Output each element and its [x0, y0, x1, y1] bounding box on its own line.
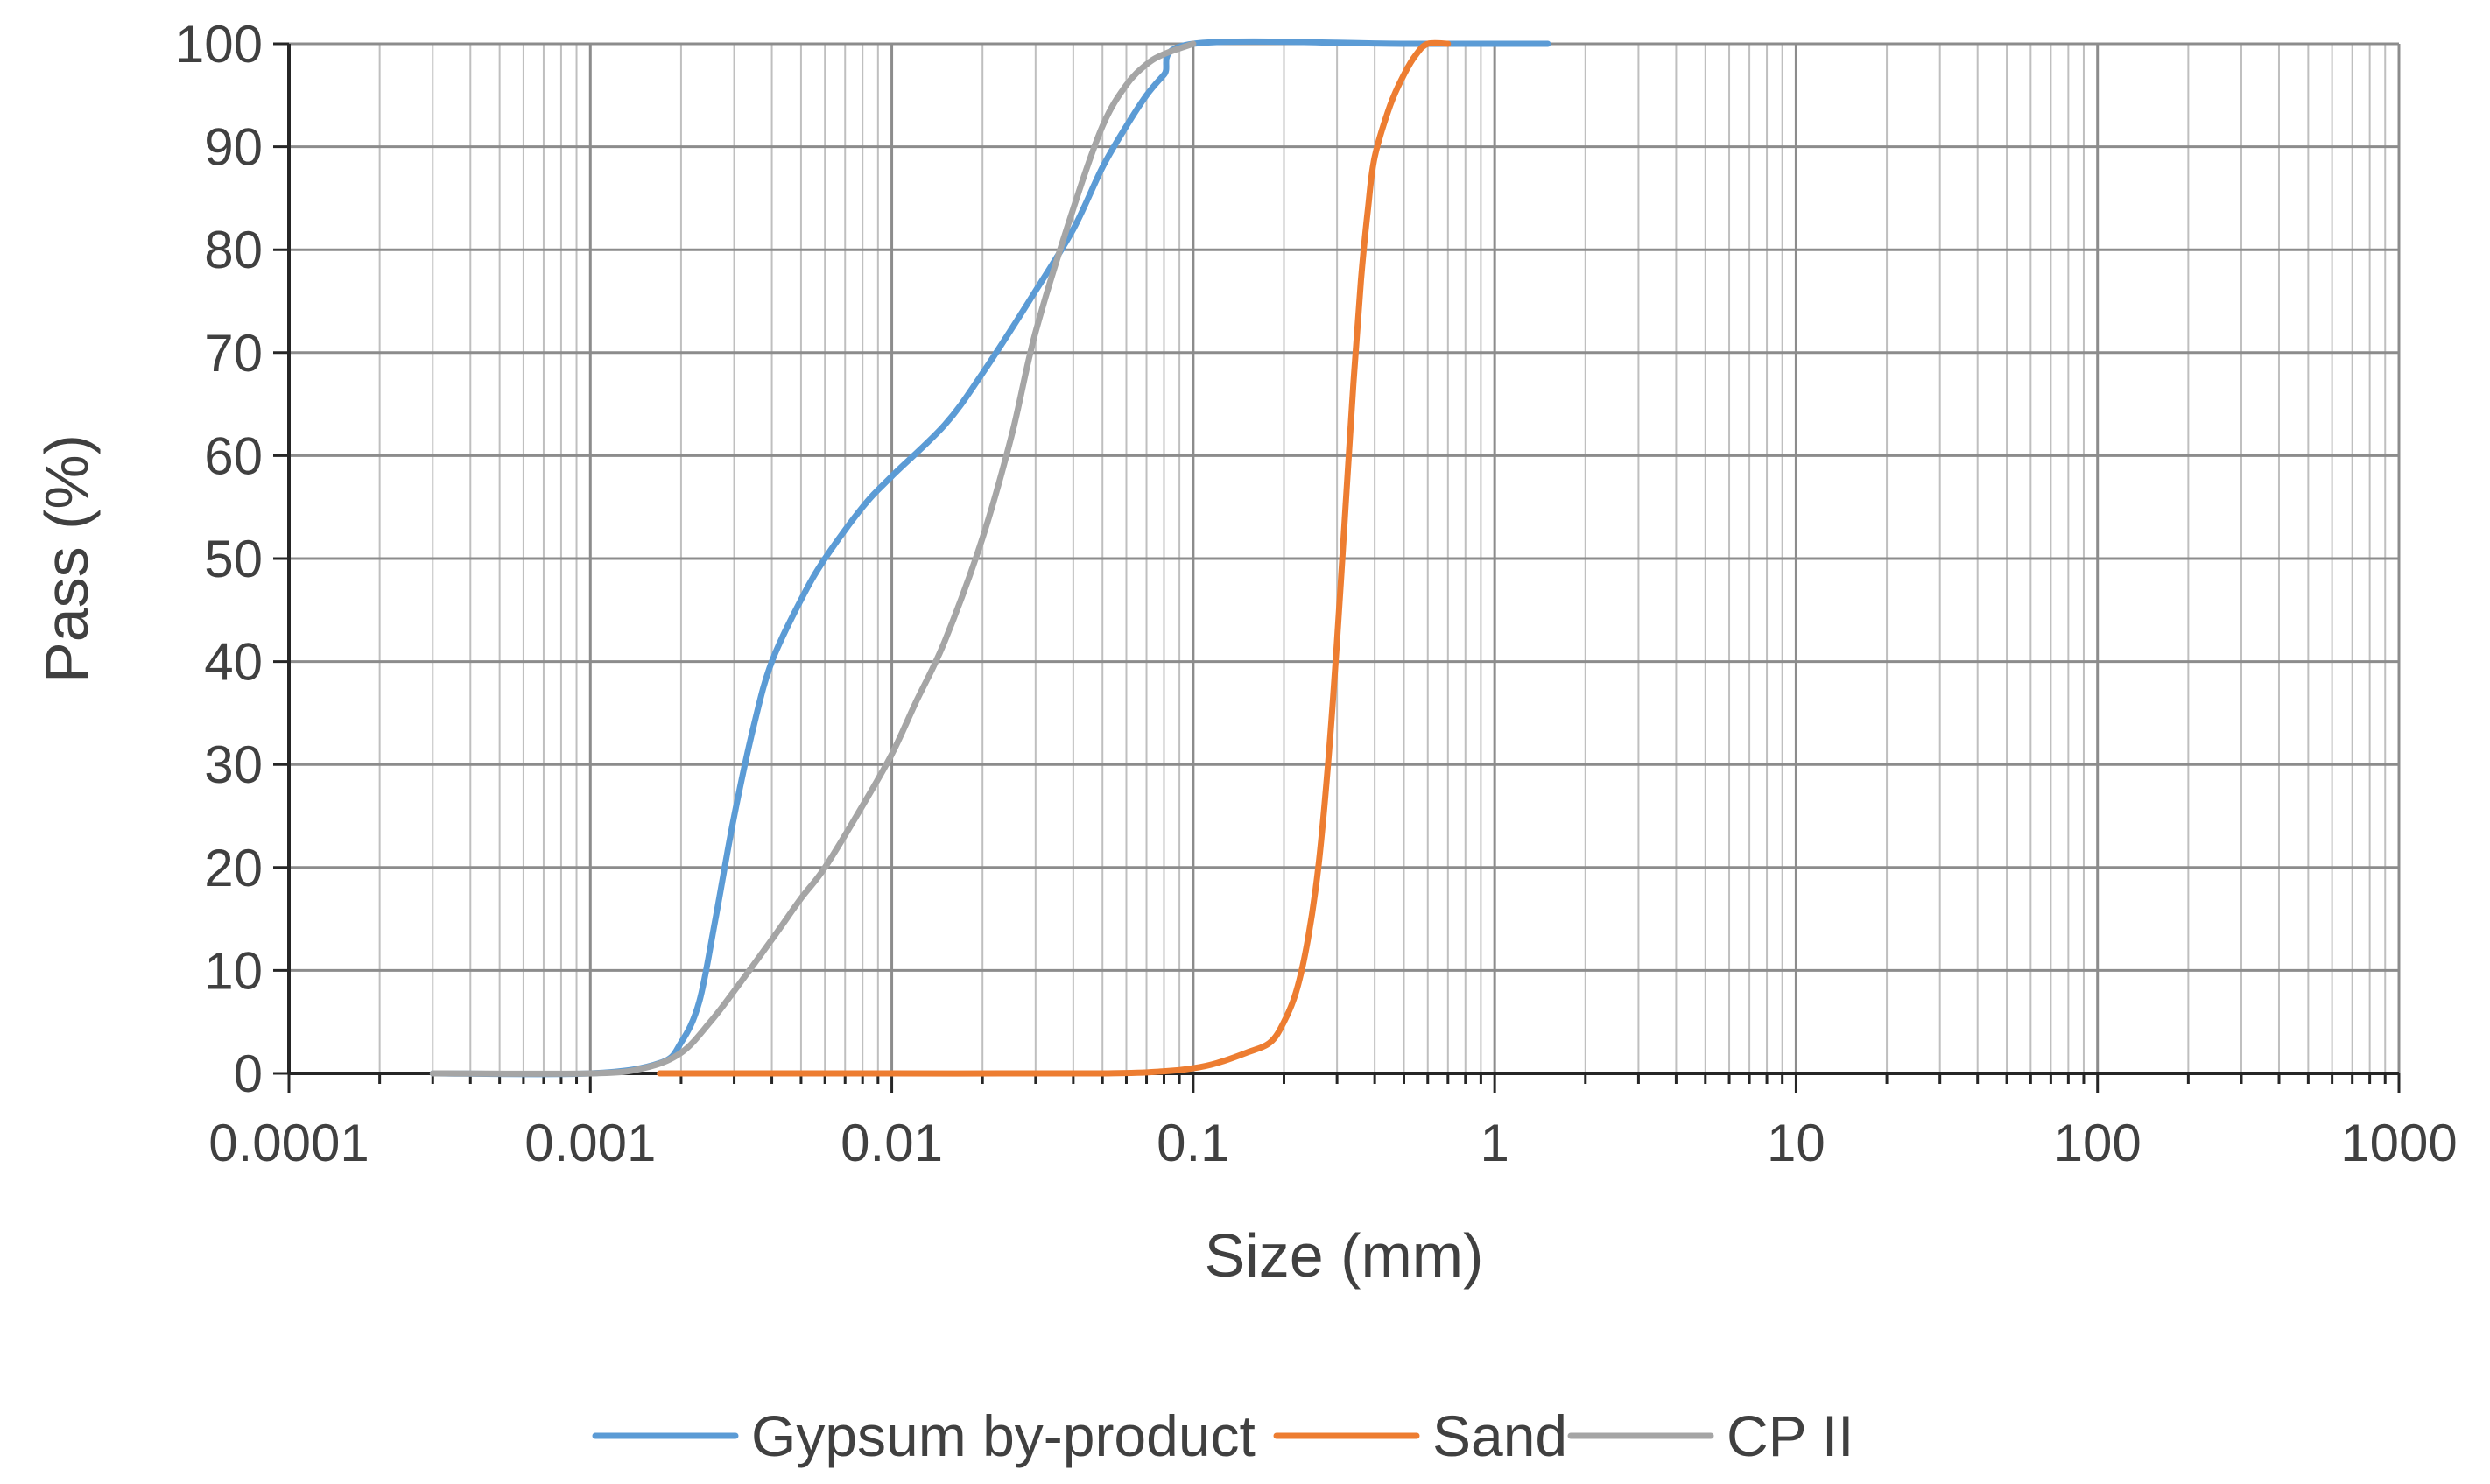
x-tick-label: 10 [1767, 1114, 1825, 1172]
x-tick-label: 1000 [2340, 1114, 2457, 1172]
x-tick-label: 0.01 [841, 1114, 943, 1172]
series-line-sand [657, 39, 1452, 1077]
series-line-cp-ii [429, 40, 1197, 1077]
y-tick-label: 60 [204, 426, 263, 485]
x-tick-label: 0.1 [1157, 1114, 1229, 1172]
y-tick-label: 100 [175, 15, 263, 74]
y-axis-ticks: 0 10 20 30 40 50 60 70 80 90 100 [175, 15, 289, 1103]
y-tick-label: 0 [234, 1044, 263, 1103]
x-tick-label: 1 [1480, 1114, 1509, 1172]
y-tick-label: 30 [204, 735, 263, 794]
x-tick-label: 0.001 [524, 1114, 656, 1172]
series-lines [429, 38, 1551, 1078]
x-axis-title: Size (mm) [1205, 1221, 1484, 1290]
y-tick-label: 70 [204, 324, 263, 383]
y-tick-label: 10 [204, 941, 263, 1000]
legend-label-sand: Sand [1432, 1403, 1567, 1468]
legend: Gypsum by-product Sand CP II [592, 1403, 1854, 1468]
y-tick-label: 40 [204, 633, 263, 692]
y-tick-label: 20 [204, 839, 263, 897]
y-axis-title: Pass (%) [32, 434, 101, 683]
legend-label-gypsum-by-product: Gypsum by-product [751, 1403, 1256, 1468]
x-tick-label: 0.0001 [208, 1114, 369, 1172]
series-line-gypsum-by-product [429, 38, 1551, 1078]
x-axis-ticks: 0.0001 0.001 0.01 0.1 1 10 100 1000 [208, 1073, 2458, 1172]
x-tick-label: 100 [2054, 1114, 2142, 1172]
y-tick-label: 90 [204, 118, 263, 177]
y-tick-label: 50 [204, 530, 263, 588]
y-tick-label: 80 [204, 221, 263, 279]
legend-label-cp-ii: CP II [1727, 1403, 1854, 1468]
